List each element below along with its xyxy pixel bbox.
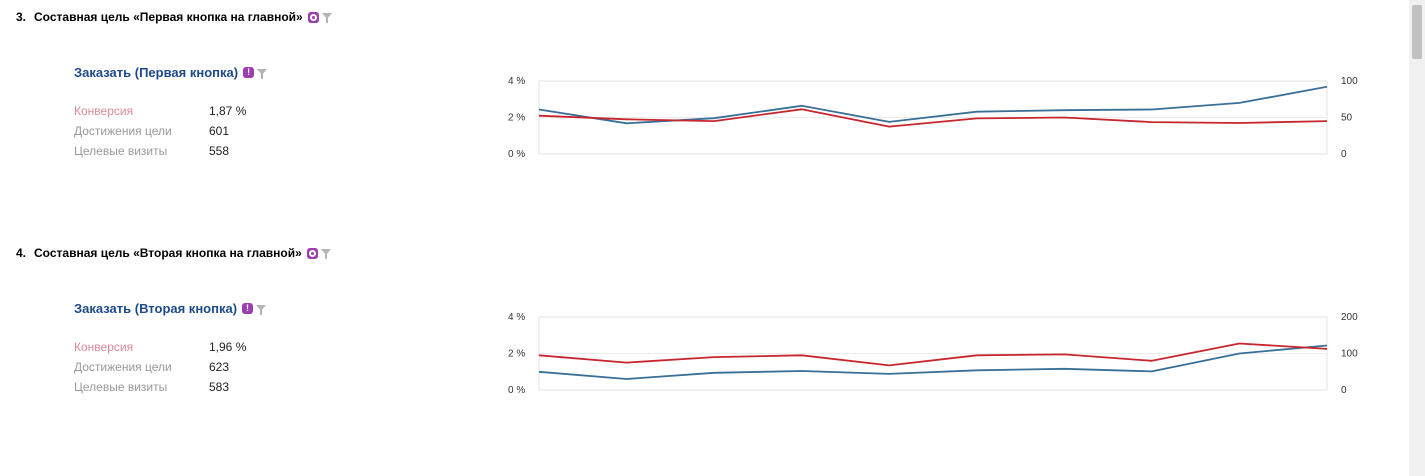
series-line	[538, 342, 1328, 367]
metric-label: Достижения цели	[74, 124, 172, 138]
metric-value: 558	[209, 144, 230, 158]
y-tick-right: 100	[1341, 76, 1358, 87]
series-line	[538, 108, 1328, 128]
y-tick-right: 0	[1341, 385, 1347, 396]
section-title: 4. Составная цель «Вторая кнопка на глав…	[16, 246, 331, 260]
goal-link[interactable]: Заказать (Первая кнопка) !	[74, 65, 268, 80]
metric-value: 583	[209, 380, 230, 394]
filter-icon[interactable]	[257, 68, 268, 79]
goal-link-label: Заказать (Первая кнопка)	[74, 65, 239, 80]
y-tick-left: 0 %	[508, 149, 525, 160]
metric-value: 1,96 %	[209, 340, 247, 354]
goal-section-4: 4. Составная цель «Вторая кнопка на глав…	[0, 236, 1408, 466]
metric-label: Конверсия	[74, 104, 134, 118]
metric-value: 623	[209, 360, 230, 374]
metric-row-conversion: Конверсия 1,87 %	[74, 101, 246, 121]
metrics-list: Конверсия 1,96 % Достижения цели 623 Цел…	[74, 337, 246, 397]
conversion-chart: 4 % 2 % 0 % 200 100 0	[500, 310, 1380, 405]
conversion-chart: 4 % 2 % 0 % 100 50 0	[500, 74, 1380, 169]
vertical-scrollbar[interactable]	[1409, 0, 1425, 476]
goal-section-3: 3. Составная цель «Первая кнопка на глав…	[0, 0, 1408, 230]
metric-row-visits: Целевые визиты 583	[74, 377, 246, 397]
metrics-list: Конверсия 1,87 % Достижения цели 601 Цел…	[74, 101, 246, 161]
metric-label: Конверсия	[74, 340, 134, 354]
metric-row-visits: Целевые визиты 558	[74, 141, 246, 161]
metric-value: 1,87 %	[209, 104, 247, 118]
section-number: 4.	[16, 246, 27, 260]
section-title-text: Составная цель «Вторая кнопка на главной…	[34, 246, 302, 260]
filter-icon[interactable]	[320, 249, 331, 259]
filter-icon[interactable]	[256, 304, 267, 315]
metric-label: Целевые визиты	[74, 380, 168, 394]
metric-row-conversion: Конверсия 1,96 %	[74, 337, 246, 357]
y-tick-left: 4 %	[508, 312, 525, 323]
alert-icon[interactable]: !	[242, 303, 254, 314]
goal-link[interactable]: Заказать (Вторая кнопка) !	[74, 301, 267, 316]
y-tick-left: 4 %	[508, 76, 525, 87]
section-number: 3.	[16, 10, 27, 24]
metric-value: 601	[209, 124, 230, 138]
scrollbar-thumb[interactable]	[1412, 5, 1422, 59]
section-title-text: Составная цель «Первая кнопка на главной…	[34, 10, 303, 24]
y-tick-right: 100	[1341, 349, 1358, 360]
chart-svg: 4 % 2 % 0 % 100 50 0	[508, 76, 1358, 160]
metric-label: Достижения цели	[74, 360, 172, 374]
y-tick-right: 50	[1341, 113, 1353, 124]
section-title: 3. Составная цель «Первая кнопка на глав…	[16, 10, 332, 24]
composite-goal-icon[interactable]	[306, 247, 318, 259]
y-tick-left: 2 %	[508, 113, 525, 124]
composite-goal-icon[interactable]	[307, 11, 319, 23]
y-tick-left: 0 %	[508, 385, 525, 396]
y-tick-right: 200	[1341, 312, 1358, 323]
metric-row-reaches: Достижения цели 623	[74, 357, 246, 377]
filter-icon[interactable]	[321, 13, 332, 23]
metric-row-reaches: Достижения цели 601	[74, 121, 246, 141]
y-tick-left: 2 %	[508, 349, 525, 360]
goal-link-label: Заказать (Вторая кнопка)	[74, 301, 238, 316]
metric-label: Целевые визиты	[74, 144, 168, 158]
series-line	[538, 344, 1328, 380]
y-tick-right: 0	[1341, 149, 1347, 160]
chart-svg: 4 % 2 % 0 % 200 100 0	[508, 312, 1358, 396]
alert-icon[interactable]: !	[243, 67, 255, 78]
